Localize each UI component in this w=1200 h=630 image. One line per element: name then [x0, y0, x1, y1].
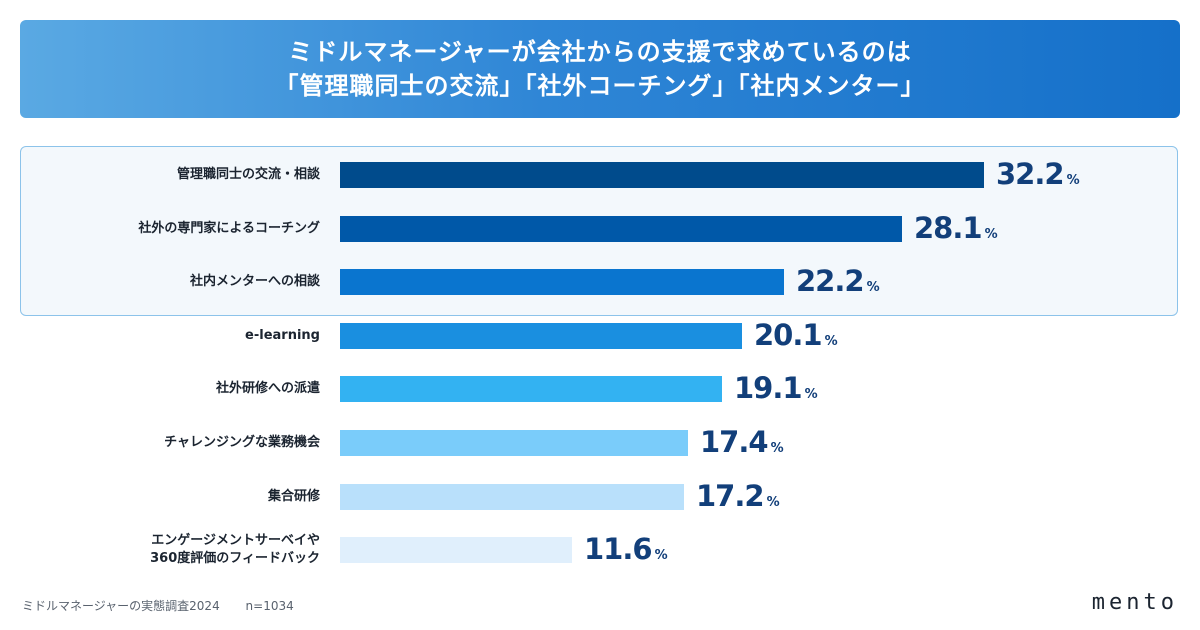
- category-label-line: チャレンジングな業務機会: [164, 435, 320, 450]
- value-label: 11.6%: [584, 534, 668, 571]
- bar: [340, 376, 722, 403]
- category-label-line: 社外の専門家によるコーチング: [138, 220, 320, 236]
- survey-source: ミドルマネージャーの実態調査2024 n=1034: [22, 597, 294, 614]
- category-label: 社内メンターへの相談: [20, 273, 320, 291]
- value-label: 22.2%: [796, 266, 880, 303]
- value-label: 32.2%: [996, 159, 1080, 196]
- percent-unit: %: [770, 441, 784, 456]
- value-number: 11.6: [584, 532, 653, 567]
- bar: [340, 537, 572, 564]
- value-number: 22.2: [796, 264, 865, 299]
- category-label: 社外研修への派遣: [20, 380, 320, 398]
- percent-unit: %: [804, 387, 818, 403]
- title-line-1: ミドルマネージャーが会社からの支援で求めているのは: [288, 38, 912, 66]
- category-label-line: エンゲージメントサーベイや: [151, 533, 320, 549]
- percent-unit: %: [766, 494, 780, 510]
- value-label: 17.4%: [700, 427, 784, 464]
- percent-unit: %: [824, 333, 838, 349]
- percent-unit: %: [1066, 173, 1080, 188]
- value-label: 19.1%: [734, 373, 818, 410]
- title-line-2: 「管理職同士の交流」「社外コーチング」「社内メンター」: [274, 72, 926, 100]
- sample-size: n=1034: [245, 599, 294, 613]
- value-number: 17.2: [696, 478, 765, 513]
- bar: [340, 162, 984, 188]
- category-label: エンゲージメントサーベイや 360度評価のフィードバック: [20, 532, 320, 568]
- category-label: 集合研修: [20, 488, 320, 506]
- bar: [340, 430, 688, 456]
- value-label: 28.1%: [914, 213, 998, 250]
- category-label: 管理職同士の交流・相談: [20, 166, 320, 184]
- value-number: 32.2: [996, 157, 1065, 191]
- category-label-line: 管理職同士の交流・相談: [176, 167, 320, 182]
- bar: [340, 269, 784, 296]
- percent-unit: %: [654, 548, 668, 564]
- survey-name: ミドルマネージャーの実態調査2024: [22, 599, 220, 613]
- value-number: 19.1: [734, 371, 803, 406]
- value-number: 28.1: [914, 210, 983, 245]
- percent-unit: %: [984, 226, 998, 242]
- percent-unit: %: [866, 280, 880, 296]
- value-label: 17.2%: [696, 481, 780, 518]
- value-number: 20.1: [754, 317, 823, 352]
- title-banner: ミドルマネージャーが会社からの支援で求めているのは 「管理職同士の交流」「社外コ…: [20, 20, 1180, 118]
- category-label-line: 360度評価のフィードバック: [150, 551, 320, 567]
- value-number: 17.4: [700, 425, 769, 459]
- bar: [340, 322, 742, 349]
- category-label: 社外の専門家によるコーチング: [20, 220, 320, 238]
- category-label-line: e-learning: [245, 327, 320, 343]
- category-label: チャレンジングな業務機会: [20, 434, 320, 452]
- category-label: e-learning: [20, 327, 320, 345]
- bar: [340, 215, 902, 242]
- category-label-line: 集合研修: [267, 488, 320, 504]
- category-label-line: 社外研修への派遣: [215, 381, 320, 397]
- bar: [340, 483, 684, 510]
- category-label-line: 社内メンターへの相談: [189, 274, 320, 290]
- mento-logo: mento: [1091, 590, 1178, 615]
- value-label: 20.1%: [754, 320, 838, 357]
